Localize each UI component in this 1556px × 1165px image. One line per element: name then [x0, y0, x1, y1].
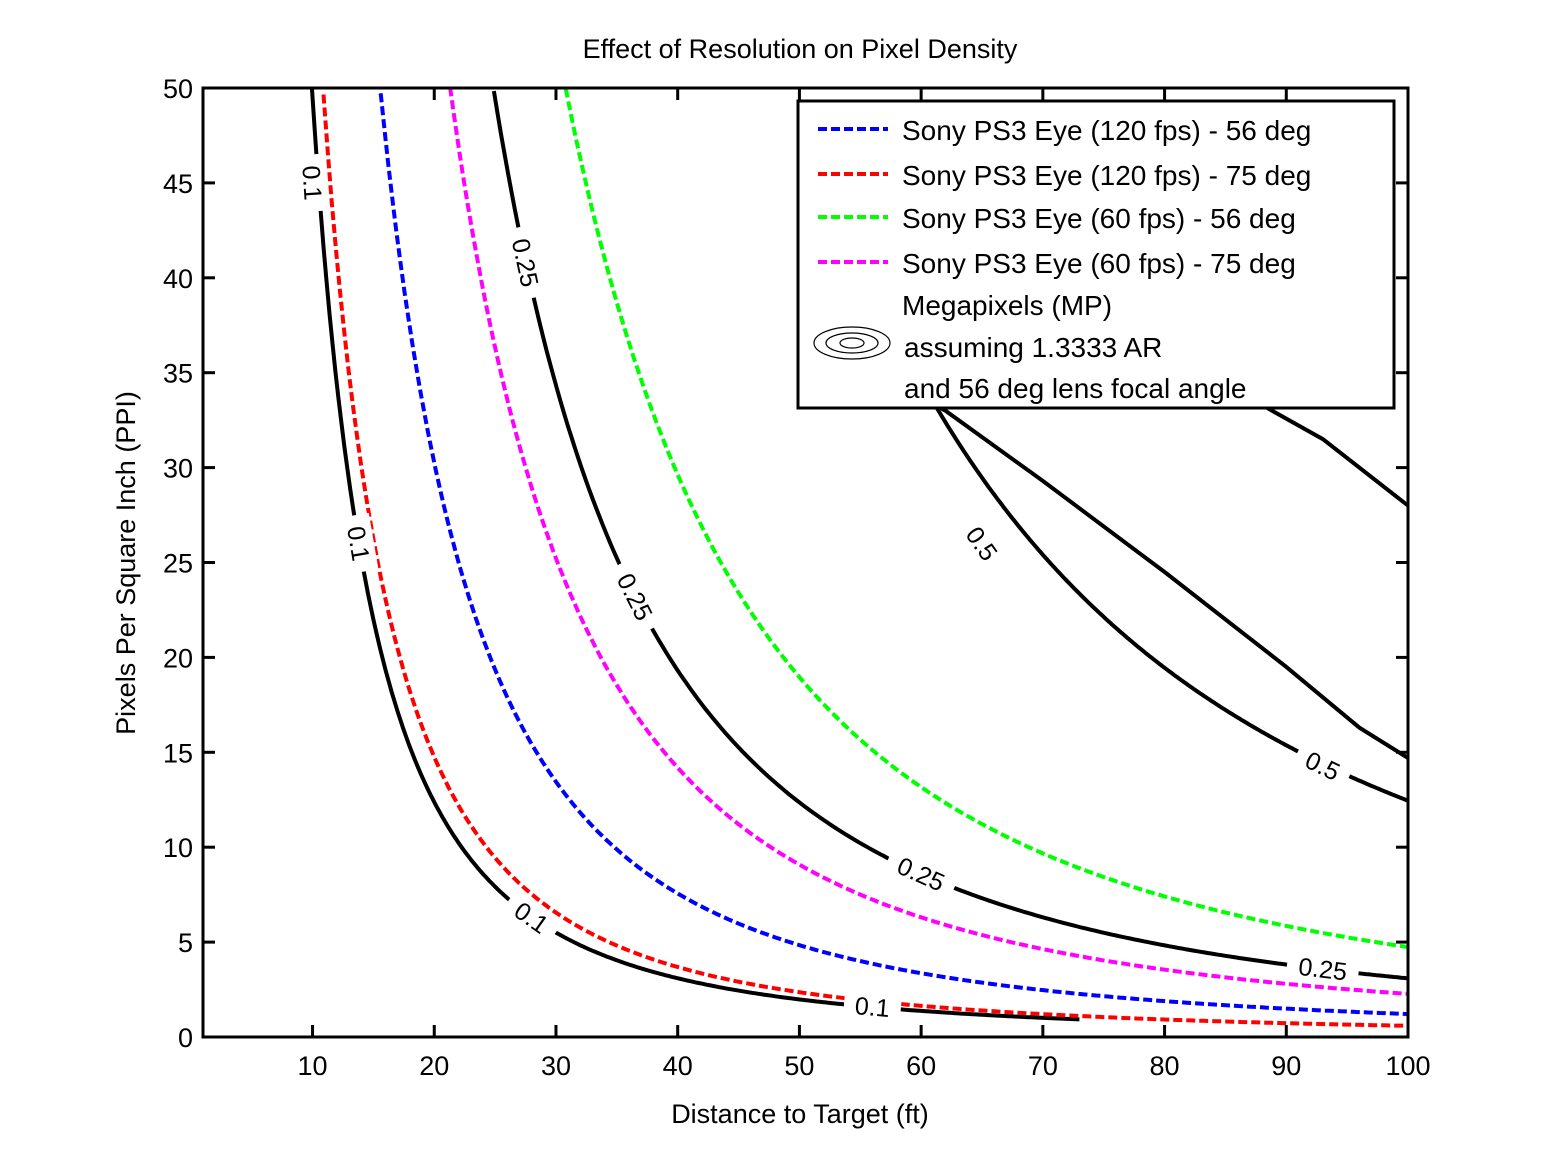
contour-label-gap: [499, 888, 564, 947]
x-tick-label: 20: [419, 1051, 449, 1081]
contour-label-0-25: 0.25: [506, 236, 544, 289]
y-tick-label: 5: [178, 928, 193, 958]
contour-label-gap: [842, 989, 903, 1025]
contour-line-outer-1: [1260, 403, 1408, 508]
legend-label-2: Sony PS3 Eye (60 fps) - 56 deg: [902, 203, 1296, 234]
y-tick-label: 25: [163, 549, 193, 579]
x-tick-label: 10: [298, 1051, 328, 1081]
contour-label-gap: [882, 845, 961, 903]
contour-label-0-1: 0.1: [296, 165, 326, 202]
contour-label-group: 0.25: [1285, 949, 1361, 988]
contour-label-group: 0.1: [339, 512, 379, 575]
contour-label-0-25: 0.25: [893, 852, 949, 897]
y-tick-label: 50: [163, 74, 193, 104]
contour-label-gap: [295, 153, 330, 213]
legend-label-3: Sony PS3 Eye (60 fps) - 75 deg: [902, 248, 1296, 279]
contour-label-gap: [503, 224, 548, 301]
x-axis-label: Distance to Target (ft): [671, 1099, 929, 1129]
y-tick-label: 35: [163, 359, 193, 389]
contour-label-group: 0.5: [1290, 739, 1355, 792]
x-tick-label: 50: [784, 1051, 814, 1081]
series-line-2: [563, 88, 1408, 949]
contour-label-group: 0.5: [953, 511, 1011, 576]
x-tick-label: 80: [1150, 1051, 1180, 1081]
contour-line-0-1: [309, 88, 1080, 1022]
contour-label-group: 0.25: [605, 557, 665, 636]
x-tick-label: 40: [663, 1051, 693, 1081]
curves-group: 0.1 0.1 0.1 0.1 0.25 0.25 0.25 0.25 0.5 0.5: [295, 88, 1408, 1028]
legend-contour-label-1: assuming 1.3333 AR: [904, 332, 1162, 363]
x-tick-label: 60: [906, 1051, 936, 1081]
legend-label-0: Sony PS3 Eye (120 fps) - 56 deg: [902, 115, 1311, 146]
y-tick-label: 45: [163, 169, 193, 199]
legend-contour-label-2: and 56 deg lens focal angle: [904, 373, 1247, 404]
legend-box: [796, 99, 1396, 410]
y-tick-label: 40: [163, 264, 193, 294]
contour-line-outer-0: [859, 361, 1408, 760]
x-tick-label: 70: [1028, 1051, 1058, 1081]
contour-legend-icon: [813, 326, 891, 360]
contour-label-group: 0.1: [295, 153, 330, 213]
legend: Sony PS3 Eye (120 fps) - 56 deg Sony PS3 …: [796, 99, 1396, 410]
x-tick-label: 30: [541, 1051, 571, 1081]
y-axis-label: Pixels Per Square Inch (PPI): [111, 391, 141, 735]
contour-label-gap: [605, 557, 665, 636]
contour-label-group: 0.25: [882, 845, 961, 903]
y-tick-label: 10: [163, 833, 193, 863]
contour-label-gap: [953, 511, 1011, 576]
contour-label-gap: [1290, 739, 1355, 792]
series-line-0: [378, 93, 1408, 1016]
contour-label-group: 0.1: [499, 888, 564, 947]
plot-area: 0.1 0.1 0.1 0.1 0.25 0.25 0.25 0.25 0.5 0.5 10 20 30…: [163, 74, 1431, 1081]
legend-contour-label-0: Megapixels (MP): [902, 290, 1112, 321]
y-tick-label: 30: [163, 454, 193, 484]
contour-label-0-1: 0.1: [341, 524, 374, 563]
x-tick-label: 90: [1271, 1051, 1301, 1081]
chart-title: Effect of Resolution on Pixel Density: [583, 34, 1018, 64]
legend-label-1: Sony PS3 Eye (120 fps) - 75 deg: [902, 160, 1311, 191]
contour-label-group: 0.25: [503, 224, 548, 301]
contour-label-gap: [339, 512, 379, 575]
x-tick-label: 100: [1385, 1051, 1430, 1081]
y-tick-label: 15: [163, 738, 193, 768]
contour-label-0-1: 0.1: [854, 992, 891, 1023]
y-tick-label: 20: [163, 643, 193, 673]
contour-label-gap: [1285, 949, 1361, 988]
contour-label-0-25: 0.25: [1297, 953, 1349, 987]
y-tick-label: 0: [178, 1023, 193, 1053]
contour-label-group: 0.1: [842, 989, 903, 1025]
